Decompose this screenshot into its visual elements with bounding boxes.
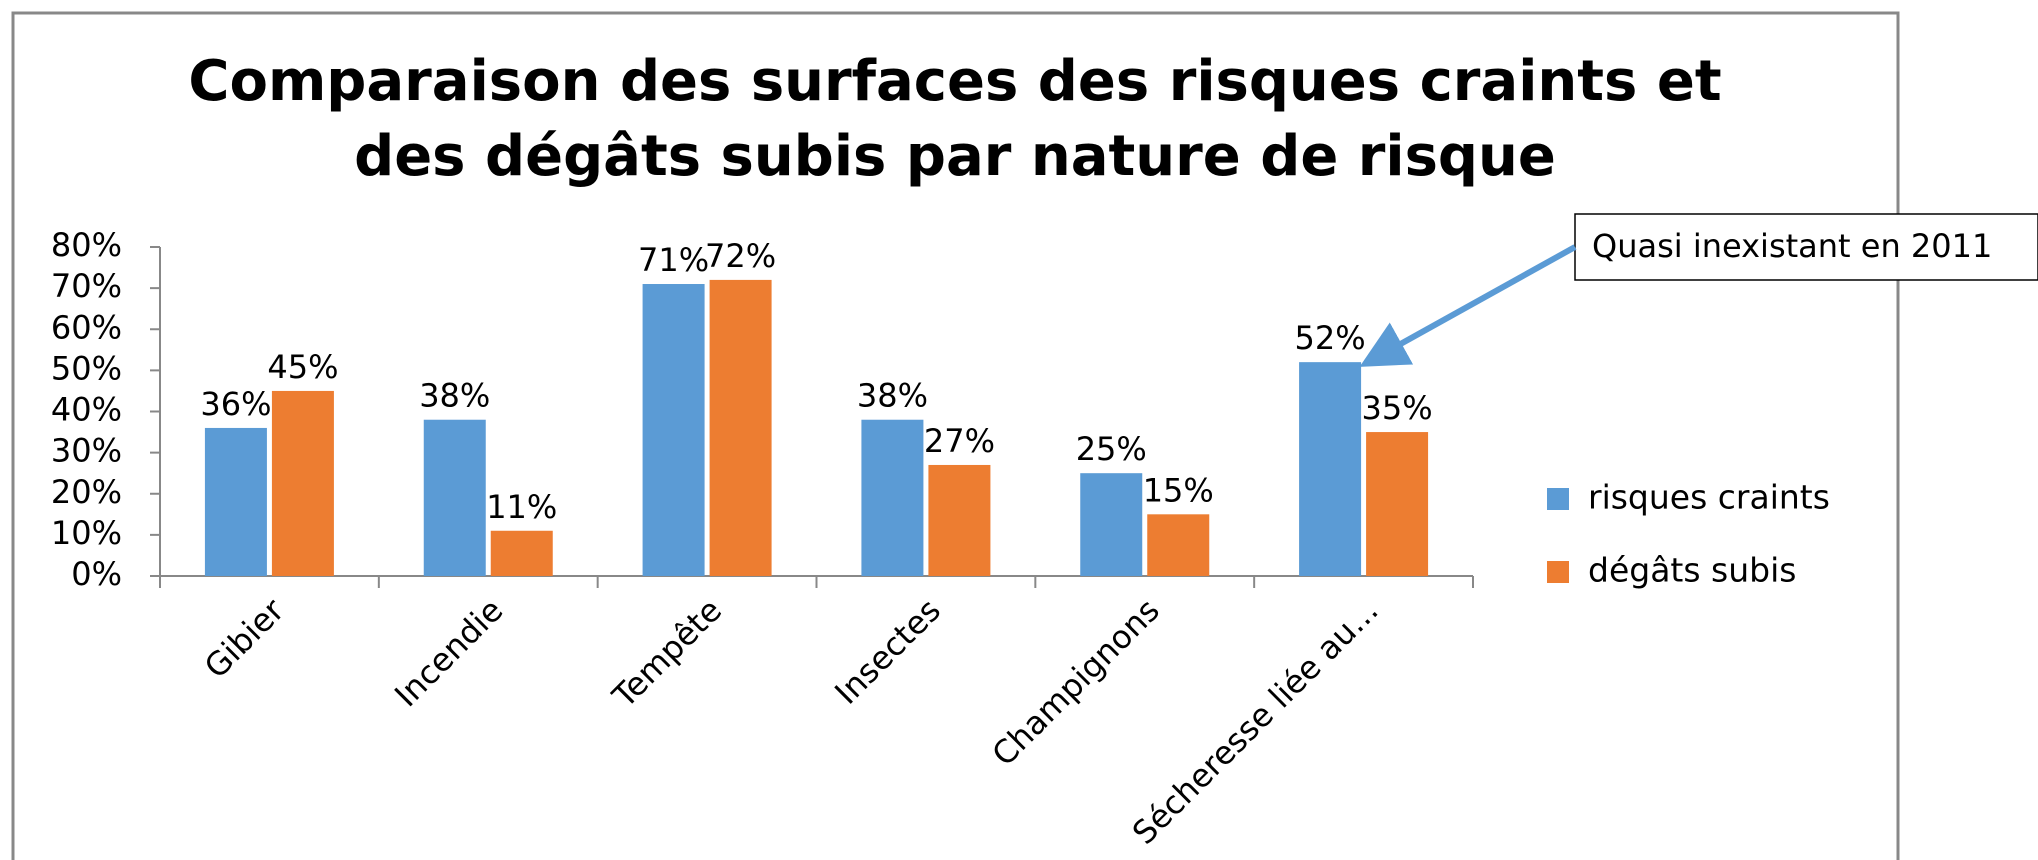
bar [1147,514,1210,576]
legend-label: dégâts subis [1588,551,1796,590]
bar [1080,473,1143,576]
y-tick-label: 20% [51,473,122,511]
data-label: 72% [705,237,776,275]
data-label: 27% [924,422,995,460]
y-tick-label: 60% [51,308,122,346]
bar [1366,432,1429,576]
legend-label: risques craints [1588,478,1830,517]
bar [928,464,991,576]
y-tick-label: 70% [51,267,122,305]
annotation: Quasi inexistant en 2011 [1592,227,1992,265]
chart-title: des dégâts subis par nature de risque [354,124,1556,189]
annotation-box [1574,213,2038,281]
y-tick-label: 80% [51,226,122,264]
bar [423,419,486,576]
bar [861,419,924,576]
data-label: 36% [200,385,271,423]
y-tick-label: 0% [71,555,122,593]
data-label: 52% [1295,319,1366,357]
y-tick-label: 50% [51,349,122,387]
chart-title: Comparaison des surfaces des risques cra… [188,49,1721,114]
data-label: 45% [267,348,338,386]
data-label: 35% [1362,389,1433,427]
bar [642,284,705,576]
y-tick-label: 30% [51,432,122,470]
data-label: 25% [1076,430,1147,468]
data-label: 71% [638,241,709,279]
y-tick-label: 10% [51,514,122,552]
bar [1299,362,1362,576]
data-label: 38% [419,377,490,415]
bar [490,530,553,576]
bar [204,427,267,576]
data-label: 11% [486,488,557,526]
bar [271,390,334,576]
legend-swatch [1547,561,1569,583]
bar [709,279,772,576]
y-tick-label: 40% [51,391,122,429]
annotation-arrow [1359,244,1577,367]
data-label: 38% [857,377,928,415]
data-label: 15% [1143,471,1214,509]
legend-swatch [1547,488,1569,510]
